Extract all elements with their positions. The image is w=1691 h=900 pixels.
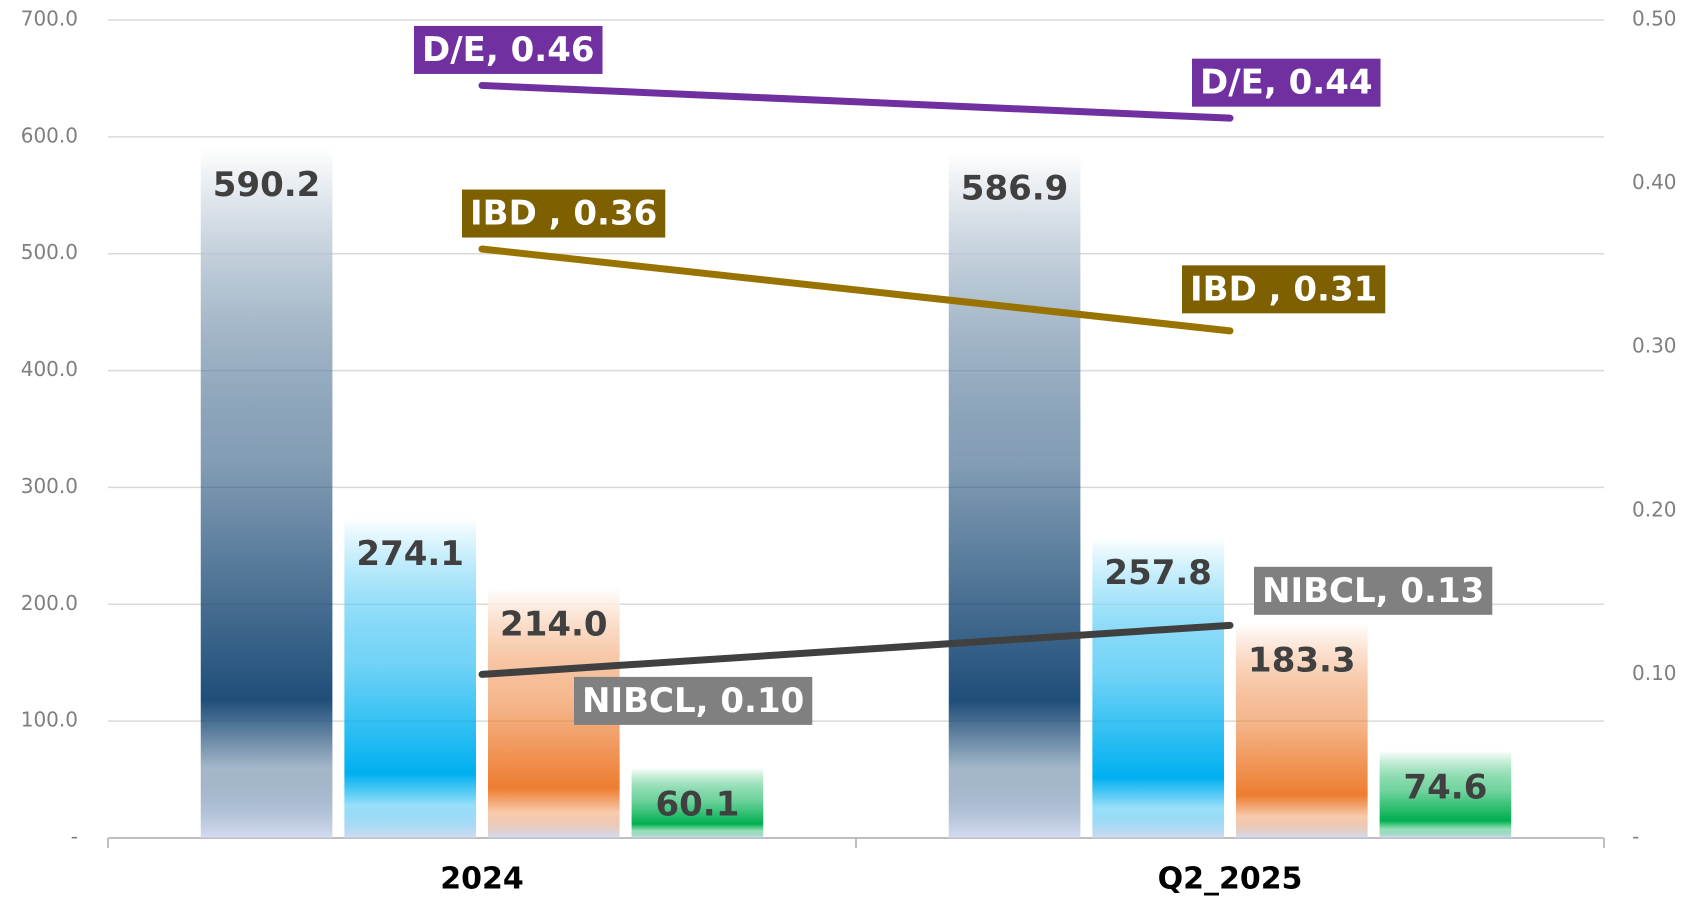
bar-value-label: 274.1 [356,534,464,574]
y-tick-label: 200.0 [21,591,78,615]
y-tick-label: 700.0 [21,7,78,31]
x-tick-label: 2024 [440,862,524,897]
line [478,245,1234,335]
bar-value-label: 257.8 [1104,553,1212,593]
bar [948,152,1081,839]
line-label-box [462,189,666,238]
y-tick-label: 600.0 [21,123,78,147]
bar-value-label: 586.9 [961,169,1069,209]
y2-tick-label: 0.50 [1632,7,1677,31]
y2-tick-label: - [1632,825,1639,849]
y-tick-label: 300.0 [21,474,78,498]
line [478,621,1234,678]
bar-value-label: 214.0 [500,604,608,644]
bar [1092,536,1225,838]
line-value-label: NIBCL, 0.10 [582,681,804,721]
y2-tick-label: 0.30 [1632,334,1677,358]
y2-tick-label: 0.20 [1632,497,1677,521]
line-label-box [1254,566,1493,615]
bar-value-label: 60.1 [655,784,739,824]
line-value-label: D/E, 0.44 [1200,63,1373,103]
y-tick-label: - [71,825,78,849]
x-tick-label: Q2_2025 [1158,862,1303,897]
line-value-label: NIBCL, 0.13 [1262,571,1484,611]
bar [1235,623,1368,838]
line-value-label: D/E, 0.46 [422,30,595,70]
y2-tick-label: 0.10 [1632,661,1677,685]
y-tick-label: 500.0 [21,240,78,264]
bar-value-label: 74.6 [1403,767,1487,807]
line-value-label: IBD , 0.36 [470,194,657,234]
line-label-box [1192,58,1381,107]
y-tick-label: 100.0 [21,708,78,732]
line-label-box [574,676,813,725]
line-label-box [1182,265,1386,314]
bar-value-label: 183.3 [1248,640,1356,680]
bar [200,148,333,838]
bar-value-label: 590.2 [213,165,321,205]
y2-tick-label: 0.40 [1632,170,1677,194]
y-tick-label: 400.0 [21,357,78,381]
line-value-label: IBD , 0.31 [1190,269,1377,309]
bar [631,767,764,838]
bar [1379,750,1512,838]
line [478,81,1234,122]
bar [344,517,477,838]
line-label-box [414,25,603,74]
